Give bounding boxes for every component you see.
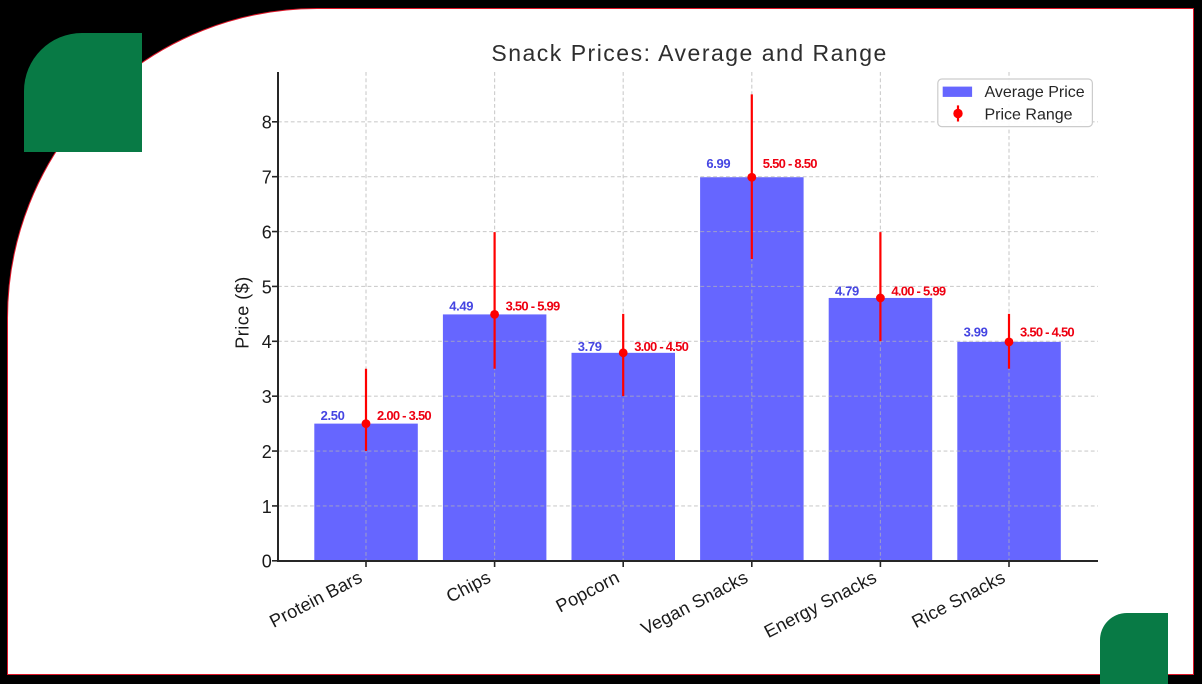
svg-text:1: 1 — [262, 497, 272, 517]
svg-text:3.00 - 4.50: 3.00 - 4.50 — [634, 339, 688, 354]
svg-text:2.00 - 3.50: 2.00 - 3.50 — [377, 408, 431, 423]
svg-text:3.79: 3.79 — [578, 339, 602, 354]
svg-text:6: 6 — [262, 222, 272, 242]
svg-text:3.50 - 5.99: 3.50 - 5.99 — [506, 298, 560, 313]
svg-text:8: 8 — [262, 113, 272, 133]
svg-text:7: 7 — [262, 168, 272, 188]
svg-text:Chips: Chips — [443, 567, 494, 606]
svg-text:6.99: 6.99 — [706, 156, 730, 171]
svg-text:Average Price: Average Price — [985, 84, 1085, 101]
svg-text:4.49: 4.49 — [449, 298, 473, 313]
svg-text:5.50 - 8.50: 5.50 - 8.50 — [763, 156, 817, 171]
svg-text:3: 3 — [262, 387, 272, 407]
svg-text:Vegan Snacks: Vegan Snacks — [638, 567, 751, 639]
svg-text:Price ($): Price ($) — [233, 276, 253, 349]
svg-text:4.79: 4.79 — [835, 283, 859, 298]
svg-text:3.50 - 4.50: 3.50 - 4.50 — [1020, 325, 1074, 340]
svg-text:Snack Prices: Average and Rang: Snack Prices: Average and Range — [491, 40, 887, 66]
svg-text:Rice Snacks: Rice Snacks — [908, 567, 1008, 632]
svg-text:4.00 - 5.99: 4.00 - 5.99 — [891, 283, 945, 298]
svg-text:4: 4 — [262, 332, 272, 352]
svg-text:Energy Snacks: Energy Snacks — [761, 567, 880, 642]
svg-text:5: 5 — [262, 277, 272, 297]
svg-text:Popcorn: Popcorn — [553, 567, 623, 616]
svg-text:Protein Bars: Protein Bars — [266, 567, 365, 632]
svg-text:Price Range: Price Range — [985, 106, 1073, 123]
svg-text:3.99: 3.99 — [964, 325, 988, 340]
svg-text:0: 0 — [262, 552, 272, 572]
svg-text:2.50: 2.50 — [321, 408, 345, 423]
svg-text:2: 2 — [262, 442, 272, 462]
